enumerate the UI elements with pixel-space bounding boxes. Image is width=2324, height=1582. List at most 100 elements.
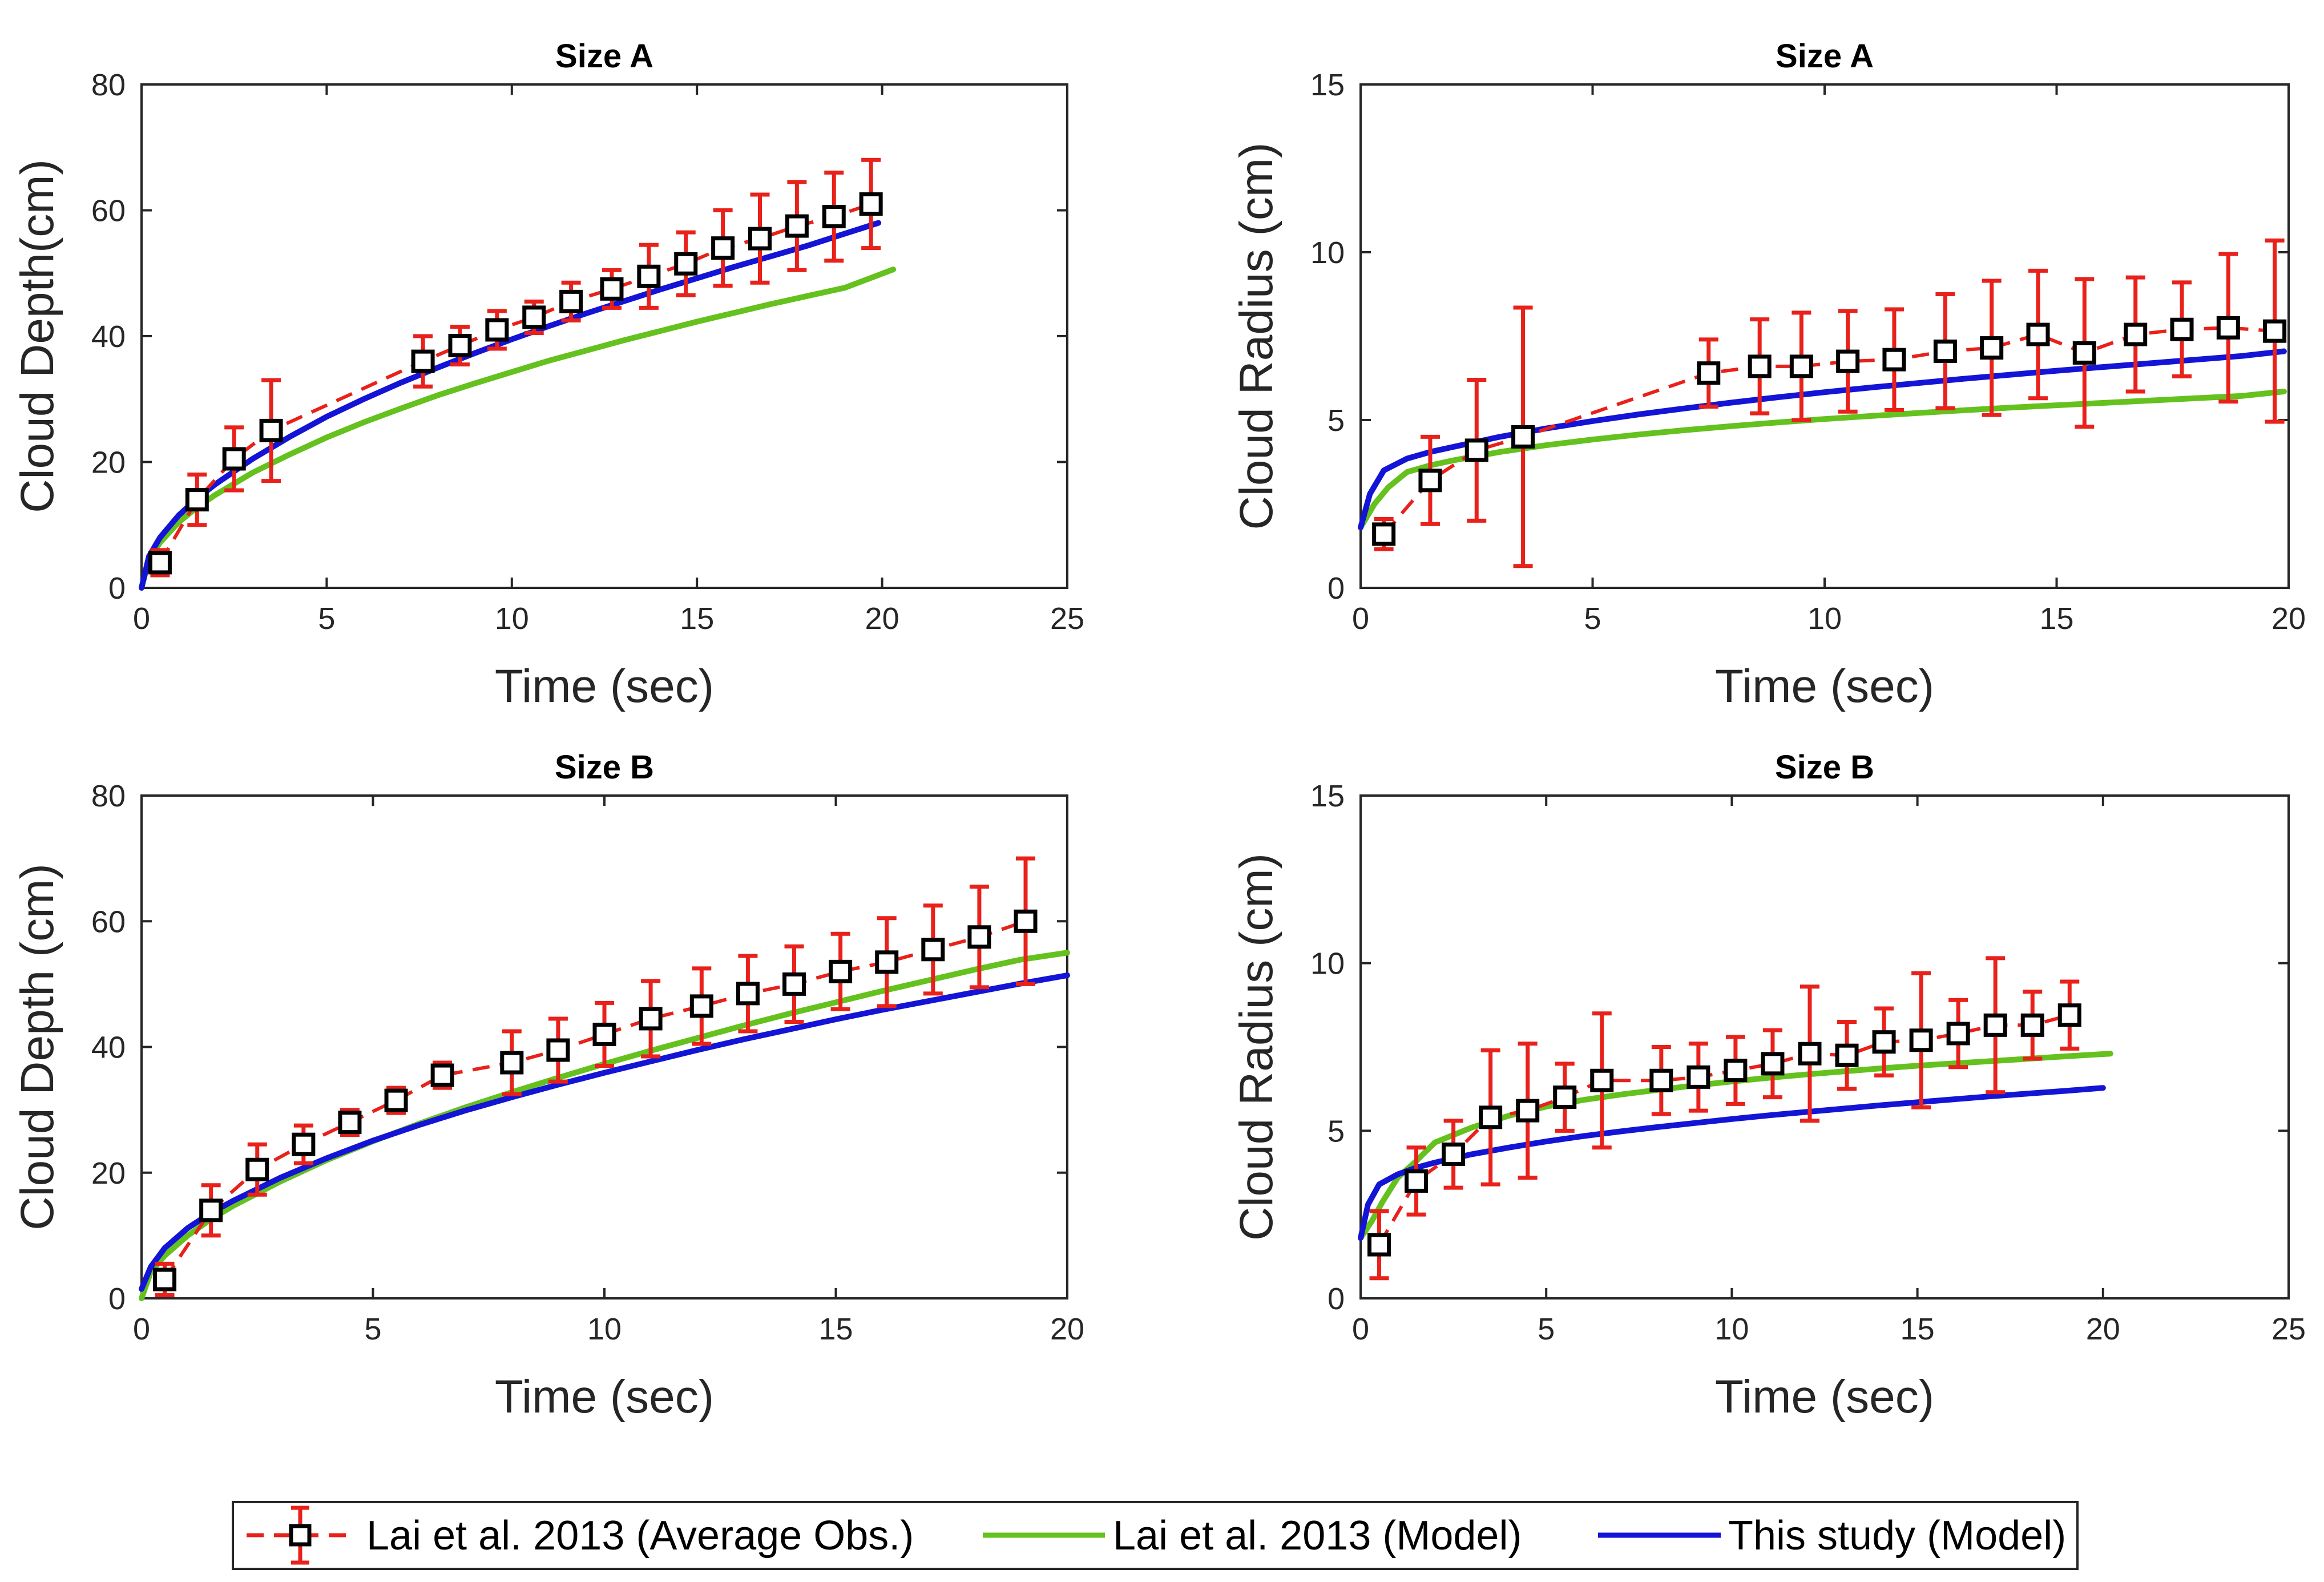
legend: Lai et al. 2013 (Average Obs.) Lai et al… <box>232 1501 2079 1570</box>
observation-point <box>711 236 735 260</box>
observation-point <box>430 1063 454 1087</box>
observation-point <box>500 1051 524 1075</box>
y-tick-label: 10 <box>1310 236 1345 270</box>
observation-point <box>875 950 899 974</box>
series-line-lai-model <box>1358 389 2287 531</box>
x-tick-label: 5 <box>364 1312 381 1346</box>
observation-point <box>199 1198 223 1222</box>
observation-point <box>2216 316 2240 340</box>
observation-point <box>1464 438 1488 462</box>
observation-point <box>1553 1085 1577 1109</box>
observation-point <box>1789 354 1813 378</box>
y-tick-label: 20 <box>91 446 126 480</box>
chart-title: Size A <box>555 38 653 75</box>
observation-point <box>1872 1030 1896 1054</box>
x-tick-label: 15 <box>818 1312 853 1346</box>
chart-title: Size A <box>1776 38 1874 75</box>
x-tick-label: 5 <box>1538 1312 1555 1346</box>
observation-point <box>592 1022 616 1046</box>
y-tick-label: 0 <box>108 1282 126 1316</box>
chart-top-right: 0 5 10 15 20 0 5 10 15 Size A Time (sec) Cloud Radi… <box>1230 38 2306 712</box>
legend-obs-label: Lai et al. 2013 (Average Obs.) <box>366 1513 914 1559</box>
observation-point <box>546 1038 570 1062</box>
observation-point <box>1014 909 1038 933</box>
x-axis-label: Time (sec) <box>1715 1371 1934 1423</box>
observation-point <box>1590 1068 1614 1092</box>
x-tick-label: 10 <box>587 1312 622 1346</box>
observation-point <box>153 1268 177 1292</box>
x-tick-label: 15 <box>2039 602 2073 636</box>
x-tick-label: 20 <box>865 602 899 636</box>
observation-point <box>1511 425 1535 449</box>
observation-point <box>2057 1003 2081 1027</box>
chart-title: Size B <box>1775 749 1874 786</box>
y-tick-label: 5 <box>1328 403 1345 438</box>
x-tick-label: 10 <box>495 602 529 636</box>
x-axis-label: Time (sec) <box>495 1371 714 1423</box>
x-tick-label: 0 <box>133 1312 150 1346</box>
x-tick-label: 20 <box>1050 1312 1084 1346</box>
observation-point <box>292 1132 316 1156</box>
x-tick-label: 0 <box>1352 1312 1369 1346</box>
x-tick-label: 0 <box>1352 602 1369 636</box>
y-axis-label: Cloud Radius (cm) <box>1230 143 1282 530</box>
y-tick-label: 15 <box>1310 779 1345 813</box>
observation-point <box>1686 1065 1710 1089</box>
legend-lai-model-label: Lai et al. 2013 (Model) <box>1113 1513 1522 1559</box>
observation-point <box>1418 469 1442 493</box>
series-line-this-study-model <box>1358 1085 2106 1241</box>
series-line-lai-model <box>1358 1051 2113 1241</box>
observation-point <box>222 447 246 471</box>
observation-point <box>785 214 809 238</box>
observation-point <box>2026 322 2050 346</box>
chart-top-left: 0 5 10 15 20 25 0 20 40 60 80 Size A Time (sec) Cloud… <box>11 38 1084 712</box>
observation-point <box>859 192 883 216</box>
plot-area <box>1359 83 2290 589</box>
legend-this-model-label: This study (Model) <box>1728 1513 2066 1559</box>
observation-point <box>637 264 661 288</box>
y-axis-label: Cloud Depth(cm) <box>11 159 63 513</box>
observation-point <box>1983 1013 2007 1037</box>
y-tick-label: 20 <box>91 1156 126 1190</box>
y-tick-label: 40 <box>91 1031 126 1065</box>
observation-point <box>1835 1043 1859 1067</box>
x-tick-label: 20 <box>2086 1312 2120 1346</box>
y-tick-label: 5 <box>1328 1114 1345 1148</box>
observation-point <box>2020 1013 2044 1037</box>
chart-panels: 0 5 10 15 20 25 0 20 40 60 80 Size A Time (sec) Cloud… <box>11 38 2306 1423</box>
y-tick-label: 15 <box>1310 68 1345 102</box>
observation-point <box>1405 1169 1429 1193</box>
y-axis-label: Cloud Radius (cm) <box>1230 853 1282 1241</box>
observation-point <box>245 1157 269 1181</box>
observation-point <box>1649 1068 1673 1092</box>
observation-point <box>1836 349 1860 373</box>
y-tick-label: 0 <box>1328 571 1345 606</box>
observation-point <box>259 418 283 442</box>
chart-bottom-right: 0 5 10 15 20 25 0 5 10 15 Size B Time (sec) Cloud Ra… <box>1230 749 2306 1423</box>
y-tick-label: 80 <box>91 779 126 813</box>
observation-point <box>384 1088 408 1112</box>
observation-point <box>2124 322 2148 346</box>
observation-point <box>829 959 853 983</box>
observation-point <box>485 318 509 342</box>
observation-point <box>1697 361 1721 385</box>
observation-point <box>338 1111 362 1135</box>
legend-box <box>232 1501 2079 1570</box>
x-tick-label: 0 <box>133 602 150 636</box>
x-axis-label: Time (sec) <box>495 660 714 712</box>
observation-point <box>639 1007 663 1031</box>
chart-title: Size B <box>555 749 654 786</box>
observation-point <box>448 334 472 358</box>
observation-point <box>782 972 806 996</box>
y-tick-label: 60 <box>91 194 126 228</box>
x-tick-label: 15 <box>1901 1312 1935 1346</box>
y-tick-label: 60 <box>91 905 126 939</box>
observation-point <box>1946 1022 1970 1046</box>
x-tick-label: 10 <box>1714 1312 1749 1346</box>
observation-point <box>2170 317 2194 341</box>
observation-point <box>148 551 172 575</box>
x-tick-label: 5 <box>1584 602 1601 636</box>
observation-point <box>967 925 991 949</box>
observation-point <box>1909 1028 1933 1052</box>
